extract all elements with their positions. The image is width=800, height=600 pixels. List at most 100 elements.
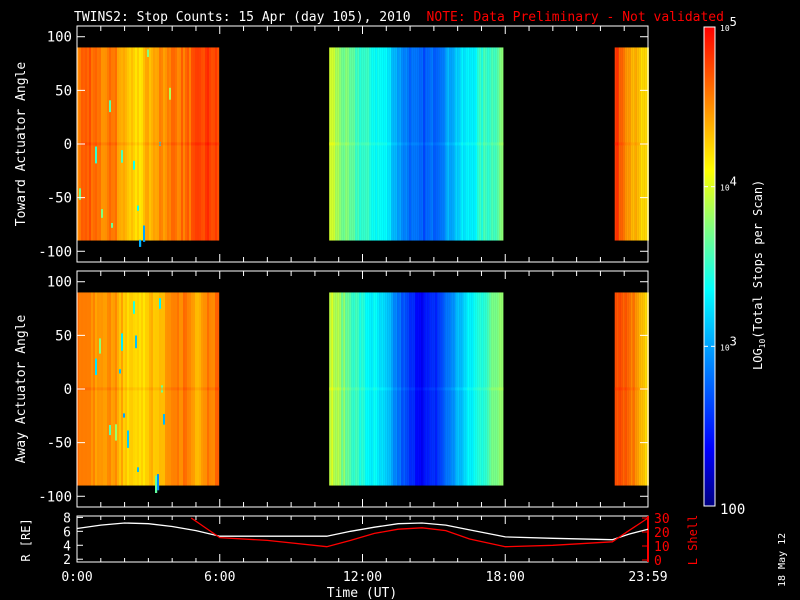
x-axis-label: Time (UT) bbox=[327, 586, 397, 600]
zero-angle-cell bbox=[165, 142, 168, 146]
zero-angle-cell bbox=[421, 142, 424, 146]
zero-angle-cell bbox=[359, 142, 362, 146]
zero-angle-cell bbox=[624, 142, 627, 146]
zero-angle-cell bbox=[481, 387, 484, 391]
zero-angle-cell bbox=[121, 142, 124, 146]
zero-angle-cell bbox=[618, 142, 621, 146]
zero-angle-cell bbox=[375, 387, 378, 391]
zero-angle-cell bbox=[371, 142, 374, 146]
zero-angle-cell bbox=[427, 387, 430, 391]
zero-angle-cell bbox=[139, 387, 142, 391]
spectrogram-cell bbox=[133, 301, 136, 314]
zero-angle-cell bbox=[469, 142, 472, 146]
zero-angle-cell bbox=[423, 387, 426, 391]
zero-angle-cell bbox=[89, 387, 92, 391]
zero-angle-cell bbox=[343, 387, 346, 391]
zero-angle-cell bbox=[193, 387, 196, 391]
zero-angle-cell bbox=[215, 142, 218, 146]
zero-angle-cell bbox=[199, 387, 202, 391]
zero-angle-cell bbox=[499, 142, 502, 146]
zero-angle-cell bbox=[455, 142, 458, 146]
zero-angle-cell bbox=[345, 387, 348, 391]
zero-angle-cell bbox=[395, 142, 398, 146]
zero-angle-cell bbox=[487, 387, 490, 391]
zero-angle-cell bbox=[459, 387, 462, 391]
zero-angle-cell bbox=[193, 142, 196, 146]
zero-angle-cell bbox=[467, 387, 470, 391]
zero-angle-cell bbox=[213, 142, 216, 146]
spectrogram-cell bbox=[143, 225, 146, 242]
zero-angle-cell bbox=[175, 387, 178, 391]
zero-angle-cell bbox=[191, 387, 194, 391]
zero-angle-cell bbox=[151, 142, 154, 146]
zero-angle-cell bbox=[628, 142, 631, 146]
zero-angle-cell bbox=[101, 142, 104, 146]
zero-angle-cell bbox=[335, 142, 338, 146]
zero-angle-cell bbox=[159, 142, 162, 146]
zero-angle-cell bbox=[123, 142, 126, 146]
chart-title: TWINS2: Stop Counts: 15 Apr (day 105), 2… bbox=[74, 10, 724, 25]
zero-angle-cell bbox=[211, 387, 214, 391]
zero-angle-cell bbox=[443, 142, 446, 146]
zero-angle-cell bbox=[87, 387, 90, 391]
zero-angle-cell bbox=[616, 387, 619, 391]
zero-angle-cell bbox=[618, 387, 621, 391]
zero-angle-cell bbox=[475, 142, 478, 146]
zero-angle-cell bbox=[107, 387, 110, 391]
zero-angle-cell bbox=[479, 387, 482, 391]
y-tick-label-right: 20 bbox=[654, 526, 670, 541]
zero-angle-cell bbox=[477, 142, 480, 146]
zero-angle-cell bbox=[491, 142, 494, 146]
zero-angle-cell bbox=[451, 142, 454, 146]
spectrogram-cell bbox=[121, 150, 124, 163]
zero-angle-cell bbox=[614, 387, 617, 391]
zero-angle-cell bbox=[155, 142, 158, 146]
spectrogram-cell bbox=[95, 146, 98, 164]
y-tick-label: 100 bbox=[47, 275, 72, 291]
zero-angle-cell bbox=[171, 387, 174, 391]
zero-angle-cell bbox=[465, 387, 468, 391]
zero-angle-cell bbox=[167, 387, 170, 391]
zero-angle-cell bbox=[183, 142, 186, 146]
zero-angle-cell bbox=[163, 387, 166, 391]
zero-angle-cell bbox=[85, 142, 88, 146]
zero-angle-cell bbox=[97, 142, 100, 146]
zero-angle-cell bbox=[135, 387, 138, 391]
zero-angle-cell bbox=[429, 142, 432, 146]
zero-angle-cell bbox=[115, 142, 118, 146]
zero-angle-cell bbox=[445, 387, 448, 391]
zero-angle-cell bbox=[119, 387, 122, 391]
colorbar-tick-label: 104 bbox=[720, 175, 737, 193]
x-tick-label: 23:59 bbox=[628, 570, 667, 585]
zero-angle-cell bbox=[127, 387, 130, 391]
zero-angle-cell bbox=[395, 387, 398, 391]
zero-angle-cell bbox=[137, 387, 140, 391]
y-tick-label-left: 2 bbox=[63, 553, 71, 568]
zero-angle-cell bbox=[109, 387, 112, 391]
y-tick-label: 0 bbox=[64, 382, 72, 398]
zero-angle-cell bbox=[433, 142, 436, 146]
y-axis-label: Toward Actuator Angle bbox=[14, 62, 29, 227]
y-tick-label: -100 bbox=[38, 244, 72, 260]
zero-angle-cell bbox=[620, 142, 623, 146]
zero-angle-cell bbox=[381, 387, 384, 391]
y-tick-label-right: 10 bbox=[654, 540, 670, 555]
panel-away: 100 50 0 -50 -100 Away Actuator Angle bbox=[14, 270, 649, 508]
zero-angle-cell bbox=[431, 387, 434, 391]
zero-angle-cell bbox=[357, 387, 360, 391]
zero-angle-cell bbox=[129, 142, 132, 146]
zero-angle-cell bbox=[125, 387, 128, 391]
zero-angle-cell bbox=[401, 387, 404, 391]
zero-angle-cell bbox=[638, 142, 641, 146]
zero-angle-cell bbox=[501, 142, 504, 146]
zero-angle-cell bbox=[349, 142, 352, 146]
zero-angle-cell bbox=[97, 387, 100, 391]
zero-angle-cell bbox=[449, 142, 452, 146]
zero-angle-cell bbox=[205, 142, 208, 146]
y-tick-label: 0 bbox=[64, 137, 72, 153]
spectrogram-cell bbox=[95, 358, 98, 375]
zero-angle-cell bbox=[393, 387, 396, 391]
zero-angle-cell bbox=[341, 387, 344, 391]
title-text: TWINS2: Stop Counts: 15 Apr (day 105), 2… bbox=[74, 10, 411, 25]
zero-angle-cell bbox=[391, 142, 394, 146]
